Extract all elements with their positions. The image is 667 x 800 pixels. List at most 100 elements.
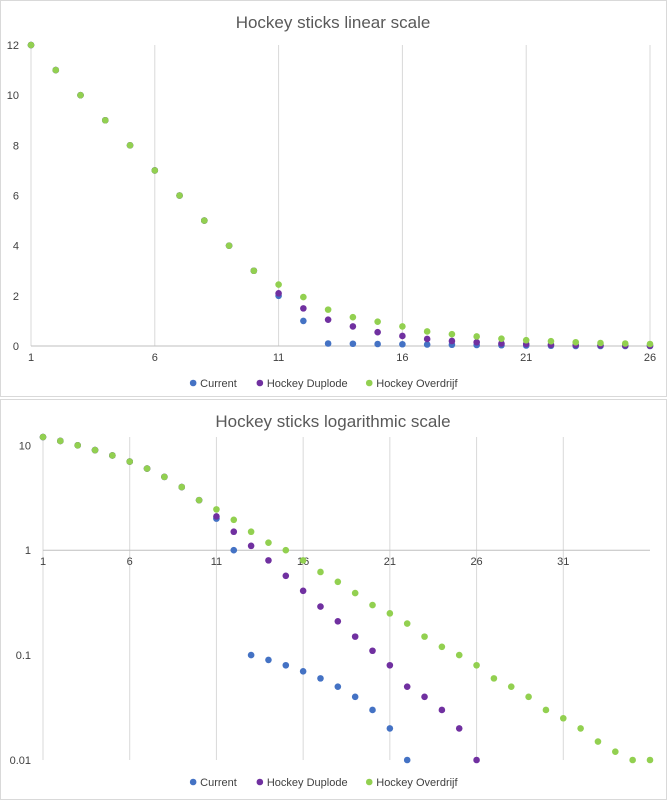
- chart-title: Hockey sticks linear scale: [236, 13, 431, 32]
- data-point-hockey-duplode: [324, 316, 332, 323]
- data-point-hockey-overdrijf: [334, 578, 342, 586]
- data-point-hockey-duplode: [300, 305, 307, 312]
- data-point-hockey-overdrijf: [473, 333, 480, 340]
- legend-label-hockey-duplode: Hockey Duplode: [267, 777, 348, 789]
- data-point-hockey-overdrijf: [612, 748, 619, 755]
- data-point-hockey-overdrijf: [27, 41, 35, 49]
- legend-marker-current: [189, 778, 197, 786]
- legend-label-hockey-overdrijf: Hockey Overdrijf: [376, 378, 458, 390]
- data-point-hockey-overdrijf: [225, 242, 233, 249]
- data-point-hockey-overdrijf: [490, 675, 498, 682]
- data-point-current: [247, 651, 255, 659]
- data-point-hockey-duplode: [334, 618, 342, 625]
- data-point-current: [399, 340, 406, 348]
- data-point-hockey-overdrijf: [374, 318, 381, 325]
- x-tick-label: 26: [470, 556, 482, 568]
- data-point-hockey-overdrijf: [559, 714, 567, 722]
- data-point-hockey-overdrijf: [324, 306, 332, 313]
- y-tick-label: 10: [19, 440, 31, 452]
- data-point-hockey-overdrijf: [423, 328, 431, 335]
- legend-label-hockey-duplode: Hockey Duplode: [267, 378, 348, 390]
- data-point-current: [349, 340, 357, 348]
- data-point-current: [282, 661, 290, 669]
- data-point-hockey-duplode: [386, 661, 394, 669]
- data-point-hockey-overdrijf: [201, 217, 208, 224]
- x-tick-label: 1: [40, 556, 46, 568]
- data-point-current: [351, 693, 359, 701]
- x-tick-label: 16: [396, 352, 408, 364]
- data-point-hockey-overdrijf: [39, 433, 47, 441]
- data-point-hockey-overdrijf: [421, 633, 428, 640]
- linear-chart-panel: Hockey sticks linear scale 1 6 11 16 21 26 0 2 4…: [0, 0, 667, 397]
- data-point-hockey-overdrijf: [399, 323, 406, 330]
- data-point-hockey-duplode: [374, 328, 381, 336]
- data-point-hockey-duplode: [369, 647, 376, 655]
- data-point-hockey-overdrijf: [57, 437, 64, 445]
- data-point-hockey-duplode: [423, 335, 431, 343]
- data-point-current: [334, 683, 342, 690]
- data-point-hockey-overdrijf: [151, 167, 159, 174]
- data-point-hockey-overdrijf: [572, 338, 580, 346]
- data-point-hockey-overdrijf: [646, 756, 654, 764]
- data-point-hockey-overdrijf: [351, 589, 359, 597]
- data-point-hockey-duplode: [455, 725, 463, 732]
- y-tick-label: 0.01: [10, 755, 31, 767]
- y-tick-label: 6: [13, 191, 19, 203]
- data-point-hockey-duplode: [275, 290, 282, 297]
- data-point-hockey-overdrijf: [522, 336, 530, 344]
- data-point-hockey-overdrijf: [195, 496, 203, 504]
- data-point-hockey-duplode: [299, 587, 307, 595]
- data-point-hockey-overdrijf: [74, 442, 81, 449]
- data-point-hockey-overdrijf: [448, 330, 456, 338]
- data-point-hockey-overdrijf: [250, 267, 258, 275]
- data-point-hockey-overdrijf: [176, 192, 183, 199]
- x-tick-label: 6: [127, 556, 133, 568]
- data-point-current: [324, 340, 332, 347]
- data-point-hockey-overdrijf: [126, 458, 134, 465]
- data-point-hockey-duplode: [213, 513, 220, 520]
- data-point-hockey-duplode: [421, 693, 428, 701]
- data-point-current: [230, 546, 238, 554]
- data-point-hockey-overdrijf: [178, 483, 186, 491]
- data-point-hockey-overdrijf: [525, 693, 532, 701]
- data-point-hockey-overdrijf: [161, 473, 168, 481]
- linear-scale-chart: Hockey sticks linear scale 1 6 11 16 21 26024…: [7, 13, 656, 390]
- data-point-hockey-duplode: [448, 337, 456, 345]
- x-tick-label: 31: [557, 556, 569, 568]
- y-tick-label: 2: [13, 291, 19, 303]
- data-point-hockey-duplode: [317, 603, 324, 610]
- legend-marker-hockey-overdrijf: [365, 379, 373, 387]
- x-tick-label: 11: [211, 556, 222, 568]
- data-point-hockey-duplode: [282, 572, 290, 580]
- data-point-hockey-overdrijf: [299, 557, 307, 564]
- data-point-hockey-overdrijf: [646, 340, 654, 348]
- data-point-hockey-overdrijf: [300, 293, 307, 301]
- data-point-hockey-duplode: [403, 683, 411, 690]
- legend-label-hockey-overdrijf: Hockey Overdrijf: [376, 777, 458, 789]
- data-point-hockey-overdrijf: [438, 643, 446, 651]
- data-point-hockey-overdrijf: [547, 337, 555, 345]
- data-point-hockey-overdrijf: [629, 756, 636, 764]
- data-point-current: [374, 340, 381, 348]
- legend-marker-hockey-duplode: [256, 379, 264, 387]
- data-point-hockey-overdrijf: [455, 651, 463, 659]
- x-tick-label: 21: [384, 556, 396, 568]
- data-point-hockey-duplode: [351, 633, 359, 640]
- data-point-current: [369, 706, 376, 714]
- data-point-hockey-overdrijf: [52, 66, 60, 74]
- legend-marker-hockey-overdrijf: [365, 778, 373, 786]
- y-tick-label: 10: [7, 90, 19, 102]
- data-point-hockey-duplode: [473, 756, 480, 764]
- data-point-hockey-overdrijf: [213, 506, 220, 513]
- data-point-hockey-overdrijf: [126, 142, 134, 149]
- y-tick-label: 12: [7, 40, 19, 52]
- y-tick-label: 8: [13, 140, 19, 152]
- x-tick-label: 6: [152, 352, 158, 364]
- data-point-hockey-overdrijf: [109, 452, 116, 459]
- data-point-hockey-overdrijf: [282, 546, 290, 554]
- data-point-current: [386, 725, 394, 732]
- data-point-hockey-duplode: [399, 332, 406, 340]
- data-point-current: [300, 317, 307, 325]
- data-point-hockey-overdrijf: [265, 539, 272, 546]
- legend-marker-current: [189, 379, 197, 387]
